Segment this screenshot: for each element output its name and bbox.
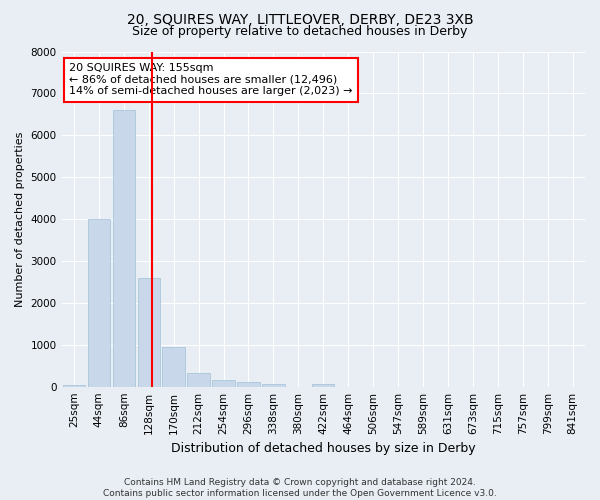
Bar [237,382,260,386]
Bar [312,384,334,386]
Bar [63,384,85,386]
Bar [187,374,210,386]
Bar [262,384,284,386]
Text: 20 SQUIRES WAY: 155sqm
← 86% of detached houses are smaller (12,496)
14% of semi: 20 SQUIRES WAY: 155sqm ← 86% of detached… [70,63,353,96]
Bar [163,347,185,387]
X-axis label: Distribution of detached houses by size in Derby: Distribution of detached houses by size … [171,442,476,455]
Text: Size of property relative to detached houses in Derby: Size of property relative to detached ho… [133,25,467,38]
Bar [212,380,235,386]
Y-axis label: Number of detached properties: Number of detached properties [15,132,25,307]
Bar [113,110,135,386]
Bar [137,278,160,386]
Text: Contains HM Land Registry data © Crown copyright and database right 2024.
Contai: Contains HM Land Registry data © Crown c… [103,478,497,498]
Text: 20, SQUIRES WAY, LITTLEOVER, DERBY, DE23 3XB: 20, SQUIRES WAY, LITTLEOVER, DERBY, DE23… [127,12,473,26]
Bar [88,219,110,386]
